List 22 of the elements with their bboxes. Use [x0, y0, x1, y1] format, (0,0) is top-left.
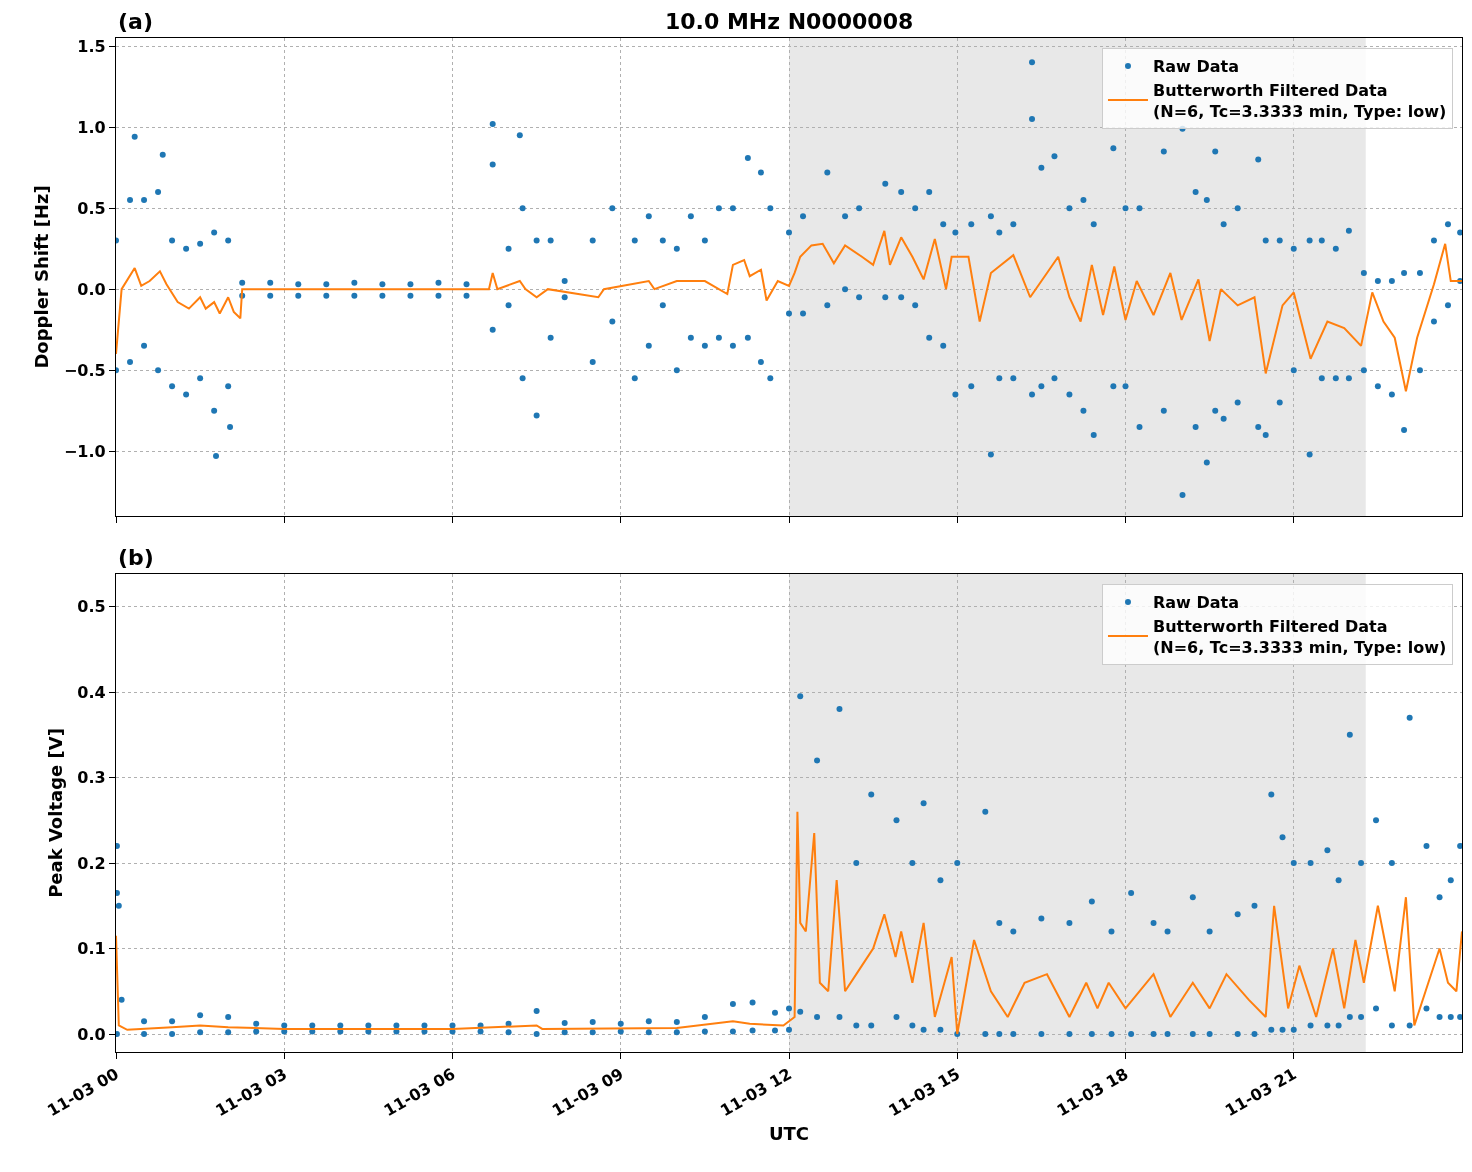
y-tick-label: 0.3: [77, 768, 106, 788]
chart-title: 10.0 MHz N0000008: [665, 9, 914, 34]
text: (a): [118, 9, 153, 34]
y-tick-label: −0.5: [63, 360, 106, 380]
y-tick-label: 0.4: [77, 682, 106, 702]
y-axis-title: Doppler Shift [Hz]: [31, 185, 53, 369]
y-tick-label: 0.0: [77, 279, 106, 299]
legend-label: Raw Data: [1152, 57, 1239, 77]
y-axis-title: Peak Voltage [V]: [44, 728, 66, 898]
y-tick-label: 0.0: [77, 1024, 106, 1044]
y-tick-label: 0.1: [77, 939, 106, 959]
y-tick-label: −1.0: [63, 441, 106, 461]
y-tick-label: 0.5: [77, 597, 106, 617]
x-axis-title: UTC: [768, 1123, 810, 1145]
legend-label: Butterworth Filtered Data (N=6, Tc=3.3333 min, Type: low): [1152, 80, 1447, 121]
y-tick-label: 0.2: [77, 853, 106, 873]
y-tick-label: 0.5: [77, 198, 106, 218]
legend-label: Raw Data: [1152, 593, 1239, 613]
y-tick-label: 1.0: [77, 117, 106, 137]
y-tick-label: 1.5: [77, 36, 106, 56]
text: (b): [118, 545, 154, 570]
legend-label: Butterworth Filtered Data (N=6, Tc=3.3333 min, Type: low): [1152, 616, 1447, 657]
